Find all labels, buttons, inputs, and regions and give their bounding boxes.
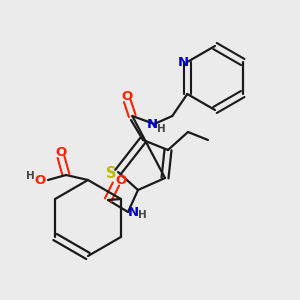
Text: H: H: [138, 210, 146, 220]
Text: N: N: [128, 206, 139, 218]
Text: O: O: [56, 146, 67, 158]
Text: O: O: [116, 175, 127, 188]
Text: O: O: [34, 173, 46, 187]
Text: H: H: [157, 124, 166, 134]
Text: N: N: [147, 118, 158, 130]
Text: H: H: [26, 171, 34, 181]
Text: O: O: [122, 89, 133, 103]
Text: N: N: [178, 56, 189, 68]
Text: S: S: [106, 167, 116, 182]
